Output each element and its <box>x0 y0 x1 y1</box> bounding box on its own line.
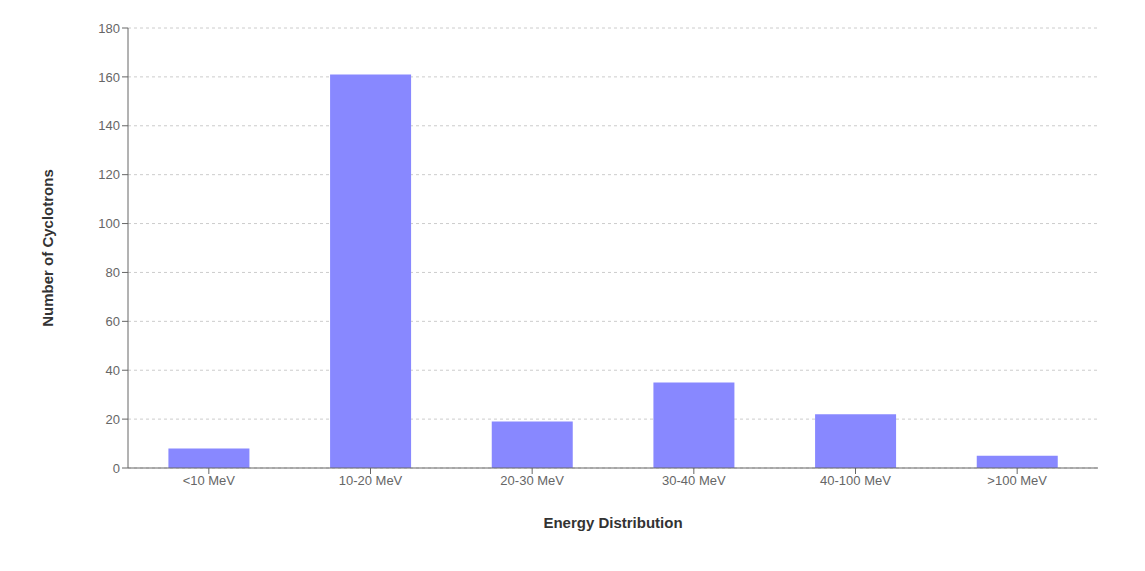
svg-text:20-30 MeV: 20-30 MeV <box>500 473 564 488</box>
svg-text:80: 80 <box>106 265 120 280</box>
svg-text:Energy Distribution: Energy Distribution <box>543 514 682 531</box>
svg-text:40-100 MeV: 40-100 MeV <box>820 473 891 488</box>
svg-text:20: 20 <box>106 412 120 427</box>
svg-text:100: 100 <box>98 216 120 231</box>
svg-text:>100 MeV: >100 MeV <box>987 473 1047 488</box>
svg-text:10-20 MeV: 10-20 MeV <box>339 473 403 488</box>
svg-text:0: 0 <box>113 461 120 476</box>
svg-text:160: 160 <box>98 70 120 85</box>
svg-text:60: 60 <box>106 314 120 329</box>
svg-text:180: 180 <box>98 21 120 36</box>
svg-text:30-40 MeV: 30-40 MeV <box>662 473 726 488</box>
svg-text:Number of Cyclotrons: Number of Cyclotrons <box>39 169 56 327</box>
svg-text:140: 140 <box>98 118 120 133</box>
svg-text:120: 120 <box>98 167 120 182</box>
svg-text:40: 40 <box>106 363 120 378</box>
svg-text:<10 MeV: <10 MeV <box>183 473 236 488</box>
